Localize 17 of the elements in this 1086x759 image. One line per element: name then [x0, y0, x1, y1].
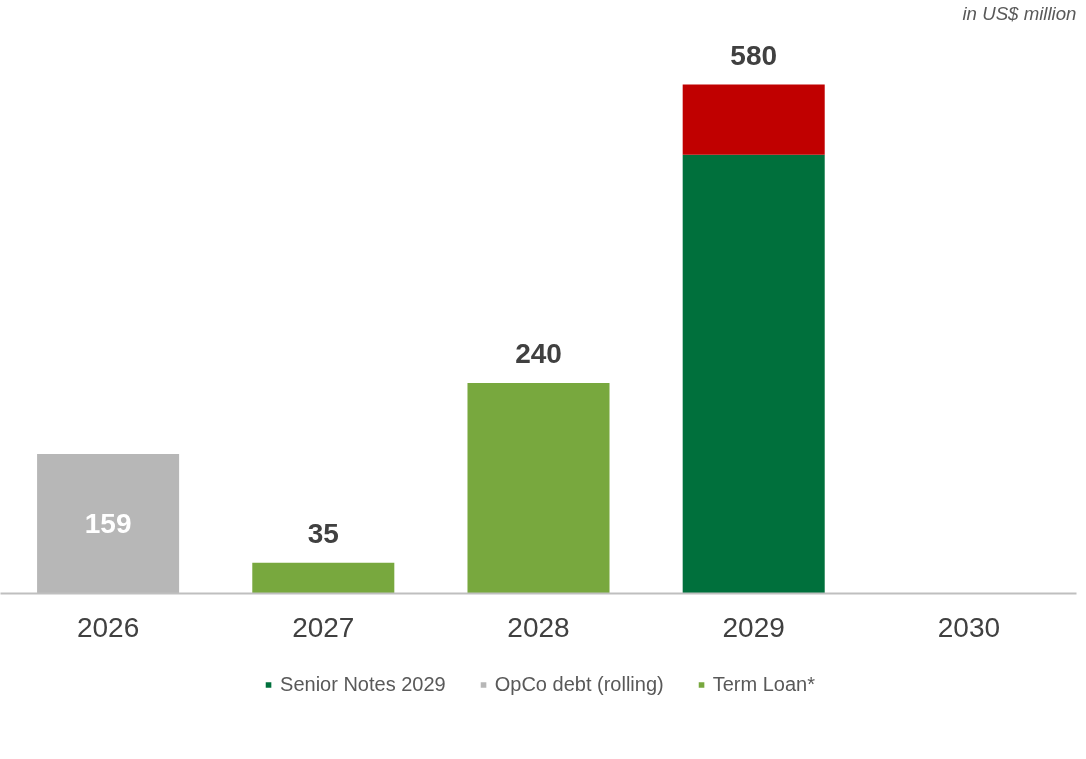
x-tick-label: 2026 — [76, 611, 140, 643]
legend-label: Senior Notes 2029 — [280, 672, 446, 696]
x-tick-label: 2029 — [722, 611, 785, 643]
bar — [682, 84, 825, 155]
data-label: 159 — [84, 508, 132, 540]
text: in US$ million — [962, 2, 1077, 24]
total-label: 580 — [730, 39, 778, 71]
total-label: 240 — [515, 337, 562, 369]
x-tick-label: 2028 — [507, 611, 570, 643]
legend-label: Term Loan* — [712, 672, 815, 696]
bar — [467, 382, 610, 594]
bar — [682, 154, 825, 594]
total-label: 35 — [307, 517, 339, 549]
x-tick-label: 2030 — [937, 611, 1001, 643]
bar — [252, 562, 395, 594]
x-tick-label: 2027 — [292, 611, 355, 643]
legend-label: OpCo debt (rolling) — [494, 672, 664, 696]
